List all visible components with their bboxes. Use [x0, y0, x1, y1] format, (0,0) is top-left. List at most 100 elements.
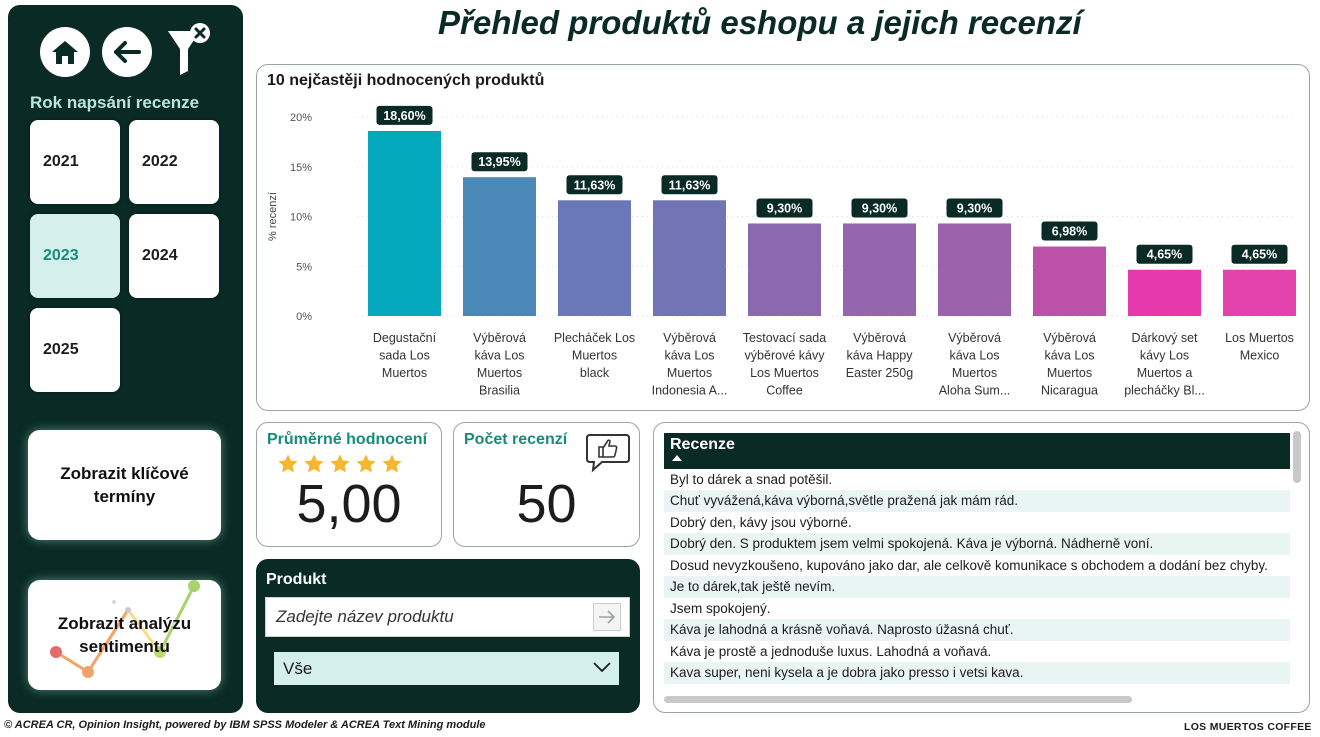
clear-filters-button[interactable] — [166, 21, 222, 79]
review-row: Dobrý den, kávy jsou výborné. — [664, 512, 1290, 534]
key-terms-label: Zobrazit klíčové termíny — [60, 464, 189, 506]
home-button[interactable] — [40, 27, 90, 77]
bar[interactable] — [843, 223, 916, 316]
data-label-bg — [1231, 244, 1288, 264]
thumbs-up-speech-icon — [586, 434, 630, 473]
avg-rating-title: Průměrné hodnocení — [267, 431, 428, 448]
top-products-bar-chart: 0% 5% 10% 15% 20% % recenzí 18,60% Degustační sa… — [267, 105, 1297, 398]
sort-ascending-icon — [672, 455, 682, 461]
bar[interactable] — [368, 130, 441, 316]
category-label: Aloha Sum... — [939, 384, 1011, 398]
year-tile-2021[interactable]: 2021 — [30, 120, 120, 204]
category-label: Muertos — [952, 366, 997, 380]
reviews-column-header[interactable]: Recenze — [664, 433, 1290, 469]
category-label: black — [580, 366, 610, 380]
category-label: Los Muertos — [750, 366, 819, 380]
data-label-bg — [1136, 244, 1193, 264]
data-label: 9,30% — [862, 201, 897, 215]
year-tile-2023[interactable]: 2023 — [30, 214, 120, 298]
bar-group[interactable]: 13,95% Výběrová káva Los Muertos Brasilia — [463, 152, 536, 398]
product-filter-title: Produkt — [266, 571, 327, 588]
bar[interactable] — [463, 177, 536, 316]
year-tile-2025[interactable]: 2025 — [30, 308, 120, 392]
category-label: výběrové kávy — [745, 349, 826, 363]
data-label: 11,63% — [669, 178, 711, 192]
review-count-title: Počet recenzí — [464, 431, 568, 448]
bar-group[interactable]: 11,63% Výběrová káva Los Muertos Indonesia A… — [652, 175, 728, 398]
product-select-dropdown[interactable]: Vše — [274, 652, 619, 685]
bar-group[interactable]: 18,60% Degustační sada Los Muertos — [368, 105, 441, 380]
review-row: Kava super, neni kysela a je dobra jako … — [664, 662, 1290, 684]
data-label: 4,65% — [1242, 248, 1277, 262]
bar[interactable] — [653, 200, 726, 316]
data-label: 18,60% — [383, 109, 425, 123]
bar[interactable] — [748, 223, 821, 316]
bar[interactable] — [1128, 269, 1201, 316]
bar-group[interactable]: 9,30% Výběrová káva Los Muertos Aloha Sum... — [938, 198, 1011, 398]
category-label: Testovací sada — [743, 331, 826, 345]
review-count-card: Počet recenzí 50 — [453, 422, 640, 547]
chart-title: 10 nejčastěji hodnocených produktů — [267, 72, 545, 89]
bar-group[interactable]: 11,63% Plecháček Los Muertos black — [554, 175, 635, 380]
review-row: Káva je prostě a jednoduše luxus. Lahodn… — [664, 641, 1290, 663]
category-label: Muertos a — [1137, 366, 1193, 380]
star-icon — [356, 454, 376, 473]
year-tile-2022[interactable]: 2022 — [129, 120, 219, 204]
reviews-list: Byl to dárek a snad potěšil. Chuť vyvážen… — [664, 469, 1290, 694]
vertical-scrollbar[interactable] — [1293, 431, 1301, 483]
category-label: Plecháček Los — [554, 331, 635, 345]
back-button[interactable] — [102, 27, 152, 77]
y-tick-label: 15% — [290, 162, 312, 174]
category-label: Indonesia A... — [652, 384, 728, 398]
category-label: plecháčky Bl... — [1124, 384, 1205, 398]
clear-filter-icon — [168, 23, 210, 75]
category-label: Coffee — [766, 384, 803, 398]
search-submit-button[interactable] — [593, 603, 621, 631]
category-label: Degustační — [373, 331, 437, 345]
sentiment-button[interactable]: Zobrazit analýzu sentimentu — [28, 580, 221, 690]
bar[interactable] — [1033, 246, 1106, 316]
review-row: Chuť vyvážená,káva výborná,světle pražen… — [664, 490, 1290, 512]
category-label: káva Happy — [846, 349, 913, 363]
bar-group[interactable]: 9,30% Výběrová káva Happy Easter 250g — [843, 198, 916, 380]
horizontal-scrollbar[interactable] — [664, 696, 1132, 703]
data-label-bg — [1041, 221, 1098, 241]
product-select-value: Vše — [283, 658, 313, 678]
category-label: Muertos — [477, 366, 522, 380]
year-tile-2024[interactable]: 2024 — [129, 214, 219, 298]
data-label: 6,98% — [1052, 225, 1087, 239]
bar[interactable] — [938, 223, 1011, 316]
category-label: Výběrová — [663, 331, 716, 345]
avg-rating-card: Průměrné hodnocení 5,00 — [256, 422, 442, 547]
category-label: sada Los — [379, 349, 430, 363]
review-row: Dosud nevyzkoušeno, kupováno jako dar, a… — [664, 555, 1290, 577]
bar-group[interactable]: 6,98% Výběrová káva Los Muertos Nicaragua — [1033, 221, 1106, 398]
category-label: Brasilia — [479, 384, 520, 398]
sidebar: Rok napsání recenze 2021 2022 2023 2024 … — [8, 5, 243, 713]
key-terms-button[interactable]: Zobrazit klíčové termíny — [28, 430, 221, 540]
bar[interactable] — [1223, 269, 1296, 316]
page-title: Přehled produktů eshopu a jejich recenzí — [438, 4, 1082, 41]
bar-group[interactable]: 4,65% Dárkový set kávy Los Muertos a plecháč… — [1124, 244, 1205, 398]
data-label-bg — [756, 198, 813, 218]
category-label: Výběrová — [473, 331, 526, 345]
bar-group[interactable]: 4,65% Los Muertos Mexico — [1223, 244, 1296, 363]
arrow-right-icon — [599, 610, 616, 624]
data-label-bg — [851, 198, 908, 218]
review-row: Byl to dárek a snad potěšil. — [664, 469, 1290, 491]
product-search-input[interactable]: Zadejte název produktu — [265, 597, 630, 637]
category-label: Easter 250g — [846, 366, 913, 380]
top-products-chart-card: 10 nejčastěji hodnocených produktů 0% 5% 1… — [256, 64, 1310, 411]
review-row: Káva je lahodná a krásně voňavá. Naprost… — [664, 619, 1290, 641]
home-icon — [52, 41, 78, 64]
category-label: Dárkový set — [1132, 331, 1199, 345]
bar[interactable] — [558, 200, 631, 316]
bar-group[interactable]: 9,30% Testovací sada výběrové kávy Los Muer… — [743, 198, 826, 398]
year-filter-title: Rok napsání recenze — [30, 93, 200, 112]
category-label: Muertos — [667, 366, 712, 380]
y-tick-label: 20% — [290, 112, 312, 124]
data-label-bg — [661, 175, 718, 195]
category-label: Výběrová — [948, 331, 1001, 345]
star-icon — [330, 454, 350, 473]
data-label: 4,65% — [1147, 248, 1182, 262]
